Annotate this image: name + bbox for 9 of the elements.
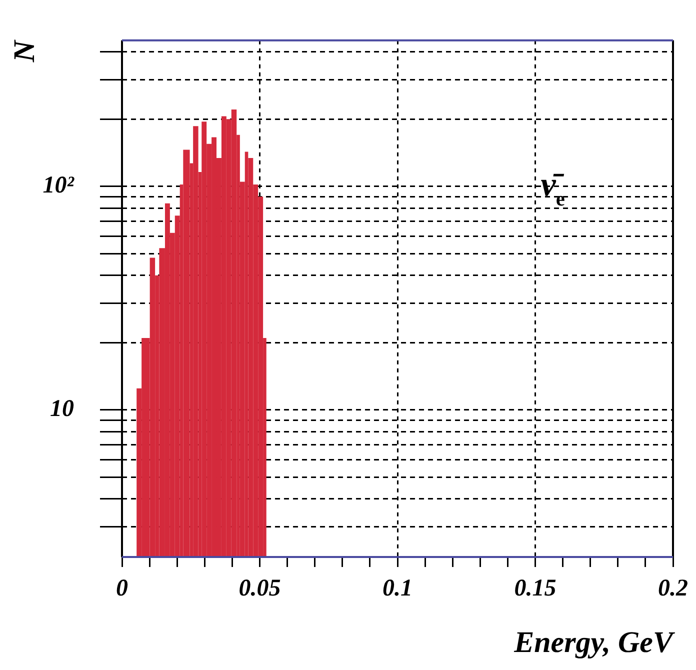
y-tick-label: 10² xyxy=(42,172,75,199)
x-tick-label: 0.15 xyxy=(514,576,556,602)
x-tick-label: 0.05 xyxy=(238,576,281,602)
x-tick-label: 0.1 xyxy=(382,576,412,602)
x-axis-title: Energy, GeV xyxy=(513,626,676,659)
y-tick-label: 10 xyxy=(50,396,74,422)
y-axis-title: N xyxy=(8,39,41,64)
x-tick-label: 0 xyxy=(116,576,128,602)
x-tick-label: 0.2 xyxy=(658,576,688,602)
